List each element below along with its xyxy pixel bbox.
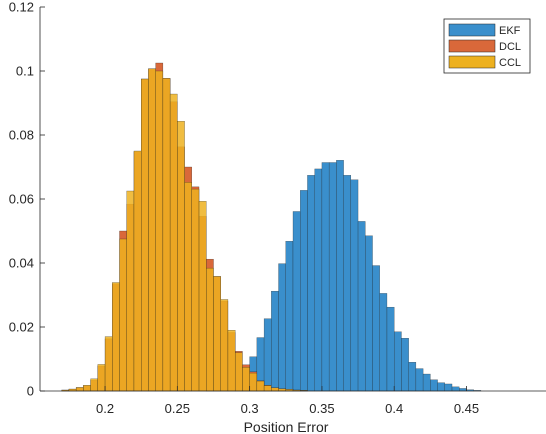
y-tick-label: 0.04 — [9, 256, 34, 271]
bar-ekf — [328, 162, 337, 392]
bar-ekf — [444, 383, 453, 392]
bar-ekf — [372, 265, 380, 392]
x-tick-label: 0.2 — [96, 401, 114, 416]
bar-ccl — [242, 367, 250, 392]
bar-ccl — [177, 121, 185, 392]
bar-ccl — [263, 385, 272, 392]
y-tick-label: 0.08 — [9, 128, 34, 143]
legend-label-dcl: DCL — [499, 41, 521, 53]
y-tick-label: 0.02 — [9, 320, 34, 335]
legend-swatch-ekf — [448, 23, 496, 37]
bar-ccl — [213, 276, 221, 392]
legend-swatch-dcl — [448, 39, 496, 53]
bar-ccl — [184, 182, 192, 392]
bar-ekf — [300, 190, 308, 392]
axes-layer: 0 0.02 0.04 0.06 0.08 0.1 0.12 0.2 0.25 0.3 0.35 0.… — [9, 0, 546, 416]
series-ccl — [61, 68, 308, 392]
y-tick-label: 0.06 — [9, 192, 34, 207]
legend-swatch-ccl — [448, 55, 496, 69]
series-layer — [61, 62, 482, 392]
bar-ekf — [292, 211, 301, 392]
y-tick-label: 0.1 — [16, 64, 34, 79]
bar-ccl — [198, 201, 207, 392]
x-tick-label: 0.3 — [241, 401, 259, 416]
bar-ccl — [162, 78, 171, 392]
bar-ccl — [83, 385, 91, 392]
bar-ekf — [437, 382, 445, 392]
bar-ccl — [206, 267, 214, 392]
bar-ekf — [408, 362, 417, 392]
legend: EKF DCL CCL — [443, 18, 531, 74]
bar-ekf — [394, 331, 402, 392]
bar-ekf — [379, 293, 388, 392]
bar-ccl — [90, 378, 99, 392]
bar-ccl — [97, 364, 106, 392]
bar-ccl — [104, 336, 113, 392]
bar-ekf — [343, 175, 352, 392]
y-tick-label: 0 — [27, 384, 34, 399]
bar-ekf — [278, 263, 286, 392]
bar-ekf — [422, 373, 431, 392]
bar-ekf — [401, 338, 409, 392]
bar-ekf — [451, 386, 460, 392]
bar-ekf — [314, 168, 323, 392]
bar-ekf — [430, 379, 438, 392]
bar-ekf — [386, 306, 395, 392]
x-tick-label: 0.25 — [165, 401, 190, 416]
bar-ccl — [75, 387, 84, 392]
bar-ccl — [126, 190, 135, 392]
bar-ccl — [249, 372, 258, 392]
bar-ccl — [133, 150, 142, 392]
bar-ccl — [191, 188, 200, 392]
x-tick-label: 0.4 — [385, 401, 403, 416]
x-axis-label: Position Error — [244, 419, 329, 434]
legend-label-ccl: CCL — [499, 57, 521, 69]
bar-ekf — [285, 241, 294, 392]
bar-ccl — [155, 70, 164, 392]
bar-ekf — [321, 162, 330, 392]
bar-ekf — [350, 179, 359, 392]
plot-area: 0 0.02 0.04 0.06 0.08 0.1 0.12 0.2 0.25 0.3 0.35 0.… — [9, 0, 546, 416]
bar-ccl — [119, 238, 127, 392]
bar-ccl — [256, 380, 265, 392]
bar-ccl — [148, 68, 156, 392]
bar-ekf — [307, 175, 315, 392]
bar-ccl — [220, 299, 229, 392]
x-tick-label: 0.35 — [309, 401, 334, 416]
y-tick-label: 0.12 — [9, 0, 34, 15]
bar-ekf — [336, 160, 344, 392]
bar-ccl — [234, 352, 243, 392]
bar-ekf — [415, 368, 424, 392]
bar-ccl — [141, 78, 149, 392]
bar-ekf — [271, 290, 279, 392]
bar-ccl — [227, 330, 236, 392]
bar-ccl — [169, 93, 178, 392]
bar-ekf — [365, 235, 373, 392]
series-ekf — [206, 160, 482, 392]
bar-ekf — [263, 318, 272, 392]
bar-ccl — [271, 387, 279, 392]
bar-ekf — [357, 221, 366, 392]
x-tick-label: 0.45 — [454, 401, 479, 416]
legend-label-ekf: EKF — [499, 25, 521, 37]
bar-ccl — [112, 282, 120, 392]
